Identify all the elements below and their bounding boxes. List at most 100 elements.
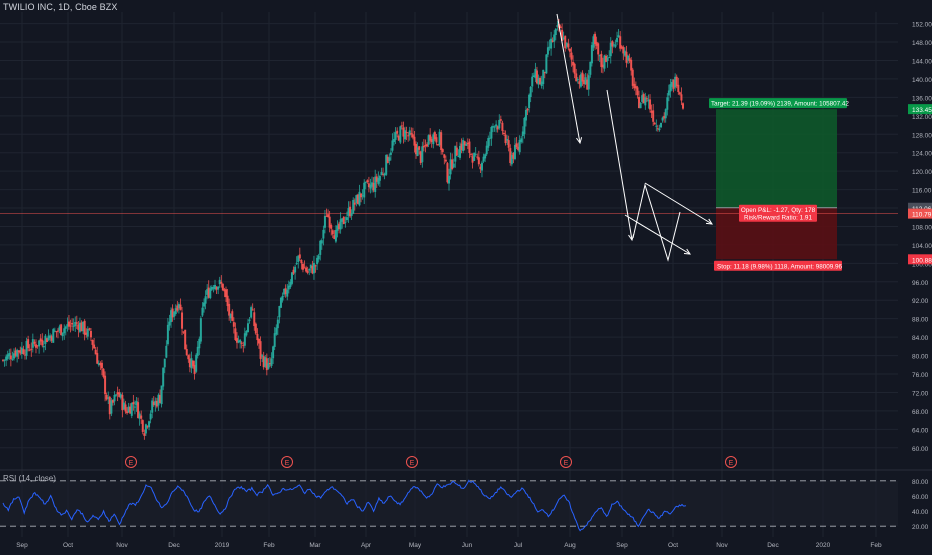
candle-body [649,99,652,110]
candle-body [579,74,582,87]
drawn-arrow-3-head [683,248,691,255]
candle-body [232,322,235,327]
rsi-indicator-title[interactable]: RSI (14, close) [3,474,56,483]
price-axis-tick: 152.00 [912,22,932,29]
candle-body [448,175,451,184]
candle-body [159,395,162,403]
candle-body [531,76,534,87]
candle-body [399,126,402,143]
time-axis-label: Mar [309,542,321,549]
candle-body [534,68,537,79]
candle-body [393,138,396,142]
candle-body [422,145,425,148]
candle-body [543,72,546,74]
candle-body [366,180,369,183]
candle-body [660,123,663,128]
price-axis-tick: 116.00 [912,188,932,195]
candle-body [383,173,386,176]
candle-body [430,138,433,143]
candle-body [561,29,564,41]
candle-body [446,163,449,183]
candle-body [218,279,221,285]
candle-body [674,76,677,88]
candle-body [137,402,140,418]
candle-body [380,172,383,175]
price-axis-tick: 68.00 [912,409,929,416]
candle-body [338,223,341,230]
candle-body [361,195,364,197]
candle-body [36,345,39,347]
candle-body [490,126,493,139]
candle-body [319,240,322,255]
candle-body [639,103,642,109]
candle-body [273,333,276,347]
risk-reward-text: Risk/Reward Ratio: 1.91 [744,214,812,221]
candle-body [408,130,411,136]
candle-body [678,92,681,95]
candle-body [294,266,297,273]
candle-body [510,155,513,165]
candle-body [672,79,675,89]
candle-body [469,153,472,155]
candle-body [201,307,204,316]
candle-body [630,59,633,71]
candle-body [551,40,554,43]
candle-body [268,363,271,365]
candle-body [119,394,122,398]
candle-body [130,402,133,416]
candle-body [518,140,521,153]
candle-body [344,222,347,224]
candle-body [69,325,72,327]
candle-body [173,311,176,317]
candle-body [396,130,399,134]
price-axis-tick: 128.00 [912,132,932,139]
drawn-arrow-1 [556,13,581,144]
candle-body [605,55,608,62]
candle-body [400,125,403,127]
candle-body [680,94,683,101]
candle-body [421,146,424,163]
candle-body [583,80,586,85]
candle-body [592,36,595,48]
candle-body [27,339,30,349]
candle-body [457,155,460,158]
candle-body [214,284,217,290]
candle-body [650,110,653,113]
candle-body [631,69,634,86]
pl-label-bg [739,204,817,222]
candle-body [8,353,11,357]
candle-body [664,109,667,119]
candle-body [482,156,485,162]
price-axis-tick: 140.00 [912,77,932,84]
candle-body [517,146,520,150]
candle-body [568,48,571,52]
candle-body [603,55,606,69]
candle-body [413,136,416,146]
candle-body [94,349,97,355]
candle-body [590,45,593,64]
candle-body [309,264,312,269]
candle-body [451,159,454,169]
candle-body [204,296,207,304]
candle-body [312,262,315,274]
candle-body [223,289,226,292]
candle-body [221,283,224,291]
candle-body [594,33,597,45]
candle-body [402,127,405,137]
earnings-marker-icon [725,456,737,468]
time-axis-label: 2020 [816,542,831,549]
candle-body [441,149,444,153]
candle-body [171,308,174,318]
earnings-marker-icon [125,456,137,468]
price-axis-tick: 132.00 [912,114,932,121]
candle-body [3,359,6,361]
candle-body [548,46,551,48]
candle-body [256,334,259,341]
candle-body [66,324,69,327]
candle-body [323,215,326,228]
candle-body [308,268,311,271]
candle-body [118,392,121,397]
candle-body [317,255,320,260]
